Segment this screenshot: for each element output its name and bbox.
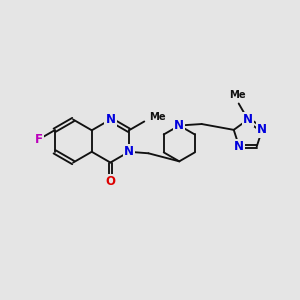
Text: N: N <box>243 113 253 126</box>
Text: N: N <box>124 145 134 158</box>
Text: Me: Me <box>149 112 166 122</box>
Text: N: N <box>234 140 244 153</box>
Text: O: O <box>105 175 116 188</box>
Text: F: F <box>35 133 43 146</box>
Text: N: N <box>174 119 184 132</box>
Text: N: N <box>257 123 267 136</box>
Text: Me: Me <box>229 90 245 100</box>
Text: N: N <box>105 113 116 126</box>
